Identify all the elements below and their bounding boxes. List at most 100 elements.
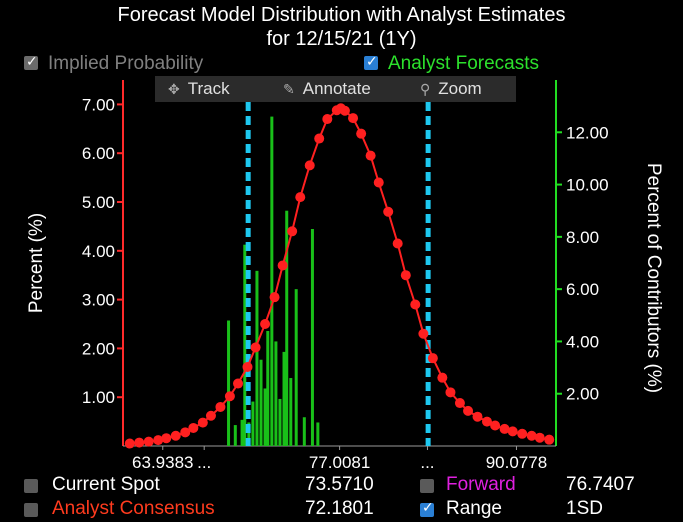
analyst-forecast-bar [243, 244, 247, 446]
analyst-forecasts-label: Analyst Forecasts [388, 53, 539, 74]
implied-probability-point [205, 410, 216, 421]
current-spot-value: 73.5710 [305, 474, 374, 495]
right-tick-label: 12.00 [566, 123, 609, 142]
analyst-forecast-bar [240, 419, 244, 446]
x-tick-label: 77.0081 [309, 453, 370, 472]
implied-probability-point [481, 416, 492, 427]
left-tick-label: 3.00 [82, 291, 115, 310]
implied-probability-point [445, 387, 456, 398]
right-tick-label: 4.00 [566, 332, 599, 351]
current-spot-swatch [24, 479, 38, 493]
implied-probability-toggle[interactable]: ✓ Implied Probability [24, 53, 203, 75]
range-checkbox[interactable]: ✓ [420, 499, 434, 517]
right-axis-title: Percent of Contributors (%) [643, 163, 664, 393]
analyst-consensus-label: Analyst Consensus [52, 498, 215, 519]
x-tick-label: ... [197, 453, 211, 472]
implied-probability-point [534, 432, 545, 443]
implied-probability-point [339, 105, 350, 116]
implied-probability-point [161, 433, 172, 444]
analyst-forecast-bar [289, 378, 293, 446]
analyst-consensus-value: 72.1801 [305, 498, 374, 519]
analyst-forecast-bar [263, 388, 267, 446]
implied-probability-point [124, 438, 135, 449]
implied-probability-point [499, 423, 510, 434]
implied-probability-point [383, 206, 394, 217]
implied-probability-point [287, 226, 298, 237]
implied-probability-point [134, 437, 145, 448]
implied-probability-label: Implied Probability [48, 53, 204, 74]
implied-probability-point [490, 420, 501, 431]
analyst-forecast-bar [278, 398, 282, 446]
analyst-forecast-bar [310, 229, 314, 446]
annotate-label: Annotate [302, 79, 371, 98]
forward-swatch [420, 479, 434, 493]
implied-probability-point [454, 398, 465, 409]
x-tick-label: 90.0778 [486, 453, 547, 472]
x-tick-label: 63.9383 [132, 453, 193, 472]
track-button[interactable]: ✥ Track [168, 76, 230, 102]
implied-probability-point [277, 260, 288, 271]
track-label: Track [187, 79, 230, 98]
zoom-button[interactable]: ⚲ Zoom [420, 76, 482, 102]
implied-probability-point [544, 434, 555, 445]
implied-probability-point [427, 353, 438, 364]
checkbox-checked-icon: ✓ [364, 53, 378, 70]
implied-probability-point [392, 238, 403, 249]
implied-probability-point [295, 192, 306, 203]
left-axis-title: Percent (%) [26, 213, 47, 313]
implied-probability-point [373, 177, 384, 188]
chart-title-line2: for 12/15/21 (1Y) [266, 28, 417, 50]
implied-probability-point [304, 160, 315, 171]
current-spot-label: Current Spot [52, 474, 160, 495]
implied-probability-point [356, 128, 367, 139]
analyst-forecast-bar [270, 116, 274, 446]
analyst-consensus-swatch [24, 503, 38, 517]
analyst-forecast-bar [294, 289, 298, 446]
implied-probability-point [153, 435, 164, 446]
right-tick-label: 2.00 [566, 385, 599, 404]
analyst-forecast-bar [274, 341, 278, 446]
implied-probability-point [526, 430, 537, 441]
annotate-button[interactable]: ✎ Annotate [283, 76, 371, 102]
analyst-forecast-bar [233, 425, 237, 446]
analyst-forecast-bar [282, 351, 286, 446]
implied-probability-point [517, 428, 528, 439]
implied-probability-point [197, 417, 208, 428]
implied-probability-point [472, 411, 483, 422]
implied-probability-point [463, 405, 474, 416]
implied-probability-point [437, 372, 448, 383]
analyst-forecast-bar [259, 359, 263, 446]
implied-probability-point [233, 378, 244, 389]
implied-probability-point [365, 150, 376, 161]
crosshair-icon: ✥ [168, 81, 180, 97]
analyst-forecast-bar [247, 422, 251, 446]
implied-probability-point [188, 422, 199, 433]
implied-probability-point [260, 319, 271, 329]
implied-probability-point [410, 299, 421, 310]
analyst-forecast-bar [255, 270, 259, 446]
implied-probability-point [507, 426, 518, 437]
analyst-forecast-bar [285, 210, 289, 446]
range-value: 1SD [566, 498, 603, 519]
right-tick-label: 8.00 [566, 228, 599, 247]
zoom-label: Zoom [438, 79, 482, 98]
implied-probability-point [314, 133, 325, 144]
left-tick-label: 2.00 [82, 339, 115, 358]
magnifier-icon: ⚲ [420, 81, 431, 97]
analyst-forecast-bar [251, 401, 255, 446]
implied-probability-point [322, 114, 333, 125]
chart-toolbar [155, 76, 516, 102]
implied-probability-line [129, 107, 550, 445]
forward-label: Forward [446, 474, 516, 495]
right-tick-label: 10.00 [566, 176, 609, 195]
implied-probability-point [400, 270, 411, 281]
analyst-forecast-bar [266, 330, 270, 446]
range-label: Range [446, 498, 502, 519]
chart-title-line1: Forecast Model Distribution with Analyst… [117, 4, 566, 26]
left-tick-label: 4.00 [82, 242, 115, 261]
implied-probability-point [180, 427, 191, 438]
analyst-forecasts-toggle[interactable]: ✓ Analyst Forecasts [364, 53, 539, 75]
left-tick-label: 6.00 [82, 144, 115, 163]
implied-probability-point [348, 113, 359, 124]
